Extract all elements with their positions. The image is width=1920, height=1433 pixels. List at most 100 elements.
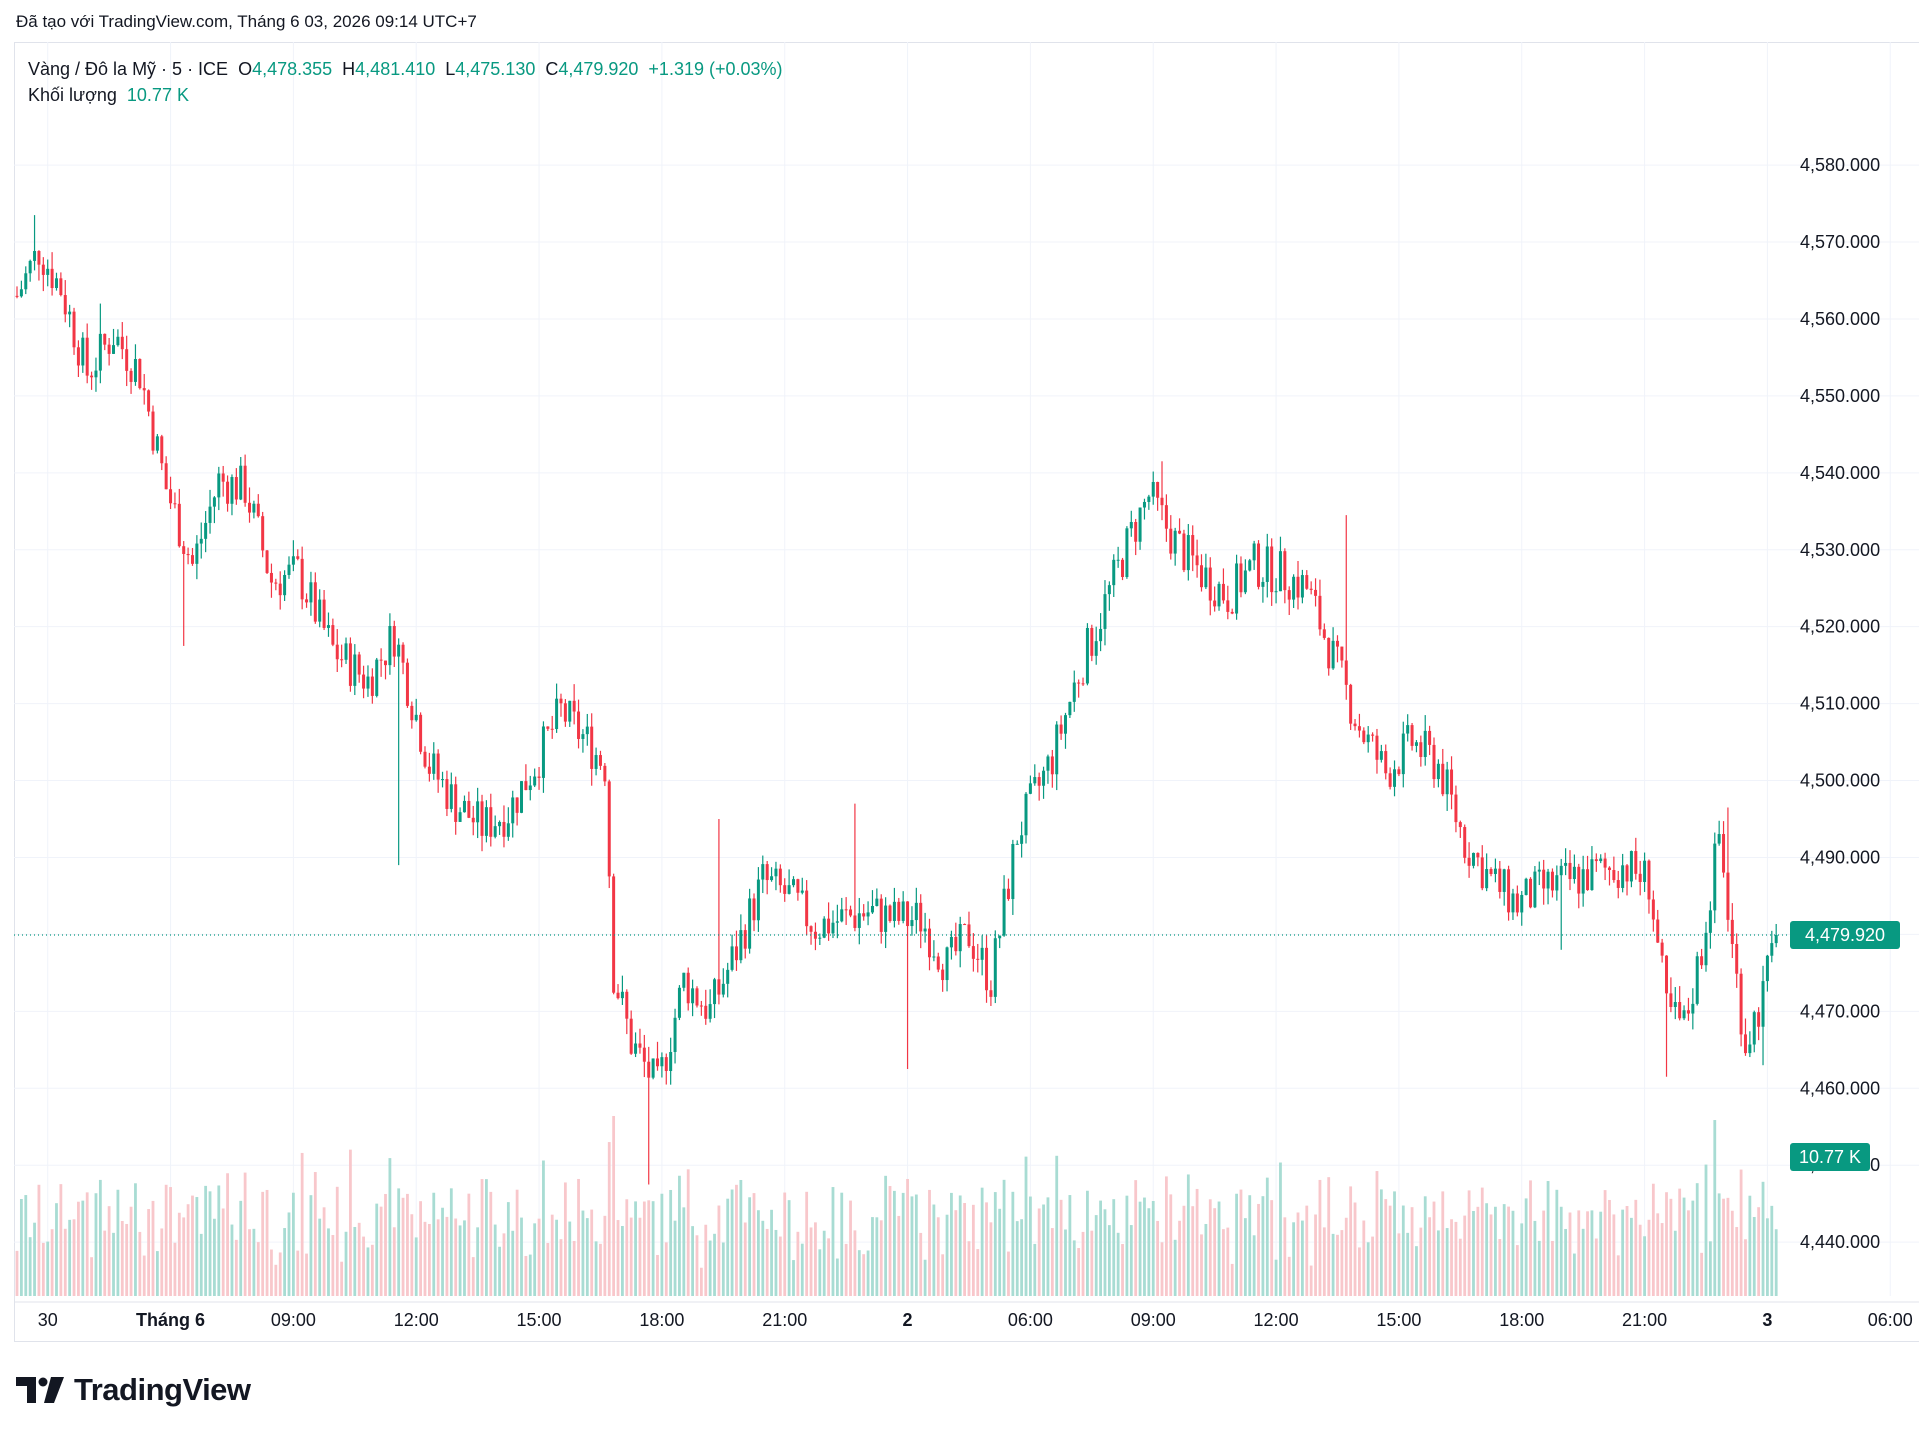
candle-body: [572, 700, 576, 712]
candle-body: [269, 572, 273, 583]
candle-body: [33, 251, 37, 261]
volume-bar: [1279, 1162, 1282, 1296]
volume-bar: [1704, 1164, 1708, 1296]
volume-bar: [204, 1185, 208, 1296]
volume-bar: [33, 1222, 36, 1296]
candle-body: [778, 868, 782, 886]
candle-body: [217, 473, 221, 498]
volume-bar: [1375, 1171, 1379, 1296]
price-tick-label: 4,580.000: [1800, 155, 1880, 175]
candle-body: [116, 336, 120, 346]
candle-body: [103, 333, 107, 345]
volume-bar: [1608, 1199, 1611, 1296]
candle-body: [1739, 973, 1743, 1035]
volume-bar: [120, 1220, 124, 1296]
candle-body: [932, 956, 936, 958]
volume-bar: [1182, 1205, 1186, 1296]
volume-bar: [625, 1199, 629, 1296]
volume-bar: [112, 1232, 115, 1296]
candle-body: [1261, 581, 1265, 587]
candle-body: [1221, 583, 1225, 601]
candle-body: [1410, 725, 1414, 746]
candle-body: [770, 876, 774, 881]
volume-bar: [261, 1191, 265, 1296]
time-tick-label: 2: [903, 1310, 913, 1330]
time-tick-label: Tháng 6: [136, 1310, 205, 1330]
volume-bar: [805, 1191, 809, 1296]
candle-body: [1125, 528, 1129, 578]
volume-bar: [1015, 1221, 1019, 1296]
volume-bar: [1156, 1220, 1160, 1296]
volume-bar: [1489, 1214, 1493, 1296]
price-axis[interactable]: 4,580.000 4,570.000 4,560.000 4,550.000 4,54…: [1800, 155, 1880, 1252]
candle-body: [1011, 843, 1015, 900]
candle-body: [923, 928, 927, 932]
volume-bar: [90, 1257, 93, 1296]
volume-bar: [989, 1222, 993, 1296]
volume-bar: [533, 1223, 537, 1296]
tradingview-logo[interactable]: TradingView: [16, 1372, 251, 1408]
volume-bar: [151, 1200, 155, 1296]
volume-bar: [1621, 1209, 1625, 1296]
candle-body: [620, 991, 624, 999]
volume-bar: [1112, 1199, 1116, 1296]
candle-body: [1550, 871, 1554, 891]
candle-body: [1366, 734, 1370, 743]
volume-bar: [945, 1214, 949, 1296]
volume-bar: [1107, 1225, 1111, 1296]
candle-body: [1169, 528, 1173, 554]
volume-bar: [1222, 1229, 1225, 1296]
candle-body: [1454, 794, 1458, 823]
candle-body: [914, 902, 918, 921]
candle-body: [1331, 640, 1335, 669]
candle-body: [533, 776, 537, 786]
candle-body: [1616, 880, 1620, 888]
candles[interactable]: [15, 215, 1778, 1185]
volume-bar: [1300, 1220, 1304, 1296]
candle-body: [1700, 956, 1704, 966]
volume-bar: [41, 1242, 45, 1296]
volume-bar: [1318, 1179, 1322, 1296]
candle-body: [120, 336, 124, 350]
candle-body: [1274, 591, 1278, 593]
volume-bar: [129, 1206, 133, 1296]
volume-bar: [818, 1249, 822, 1296]
volume-bar: [1178, 1220, 1181, 1296]
volume-label[interactable]: Khối lượng: [28, 85, 117, 105]
volume-bar: [1673, 1230, 1677, 1296]
price-tick-label: 4,460.000: [1800, 1078, 1880, 1098]
volume-bar: [923, 1259, 927, 1296]
volume-bar: [1432, 1201, 1436, 1296]
candle-body: [936, 956, 940, 970]
volume-bar: [340, 1261, 344, 1296]
candle-body: [1213, 600, 1217, 607]
volume-bar: [590, 1209, 594, 1296]
volume-bar: [1252, 1235, 1256, 1296]
volume-bar: [594, 1241, 598, 1296]
candle-body: [796, 879, 800, 893]
volume-bar: [1713, 1120, 1717, 1296]
candle-body: [410, 705, 414, 721]
candle-body: [1033, 777, 1037, 784]
time-axis[interactable]: 30 Tháng 6 09:00 12:00 15:00 18:00 21:00 2 06:00…: [38, 1310, 1920, 1330]
candle-body: [1042, 770, 1046, 786]
candle-body: [1081, 683, 1085, 685]
candle-body: [1581, 869, 1585, 894]
volume-bar: [160, 1228, 164, 1296]
candle-body: [362, 674, 366, 689]
volume-bar: [1770, 1205, 1774, 1296]
volume-bar: [1419, 1227, 1423, 1296]
volume-bar: [1055, 1155, 1059, 1296]
volume-bar: [1235, 1193, 1238, 1296]
volume-bar: [432, 1192, 436, 1296]
candle-body: [125, 349, 129, 371]
candle-body: [1467, 857, 1471, 866]
volume-bar: [485, 1179, 488, 1296]
axis-badges: 4,479.920 10.77 K: [1790, 921, 1900, 1171]
symbol-title[interactable]: Vàng / Đô la Mỹ · 5 · ICE: [28, 59, 229, 79]
candle-body: [695, 988, 699, 1006]
candle-body: [291, 556, 295, 565]
volume-bar: [1239, 1189, 1243, 1296]
candle-body: [594, 755, 598, 769]
